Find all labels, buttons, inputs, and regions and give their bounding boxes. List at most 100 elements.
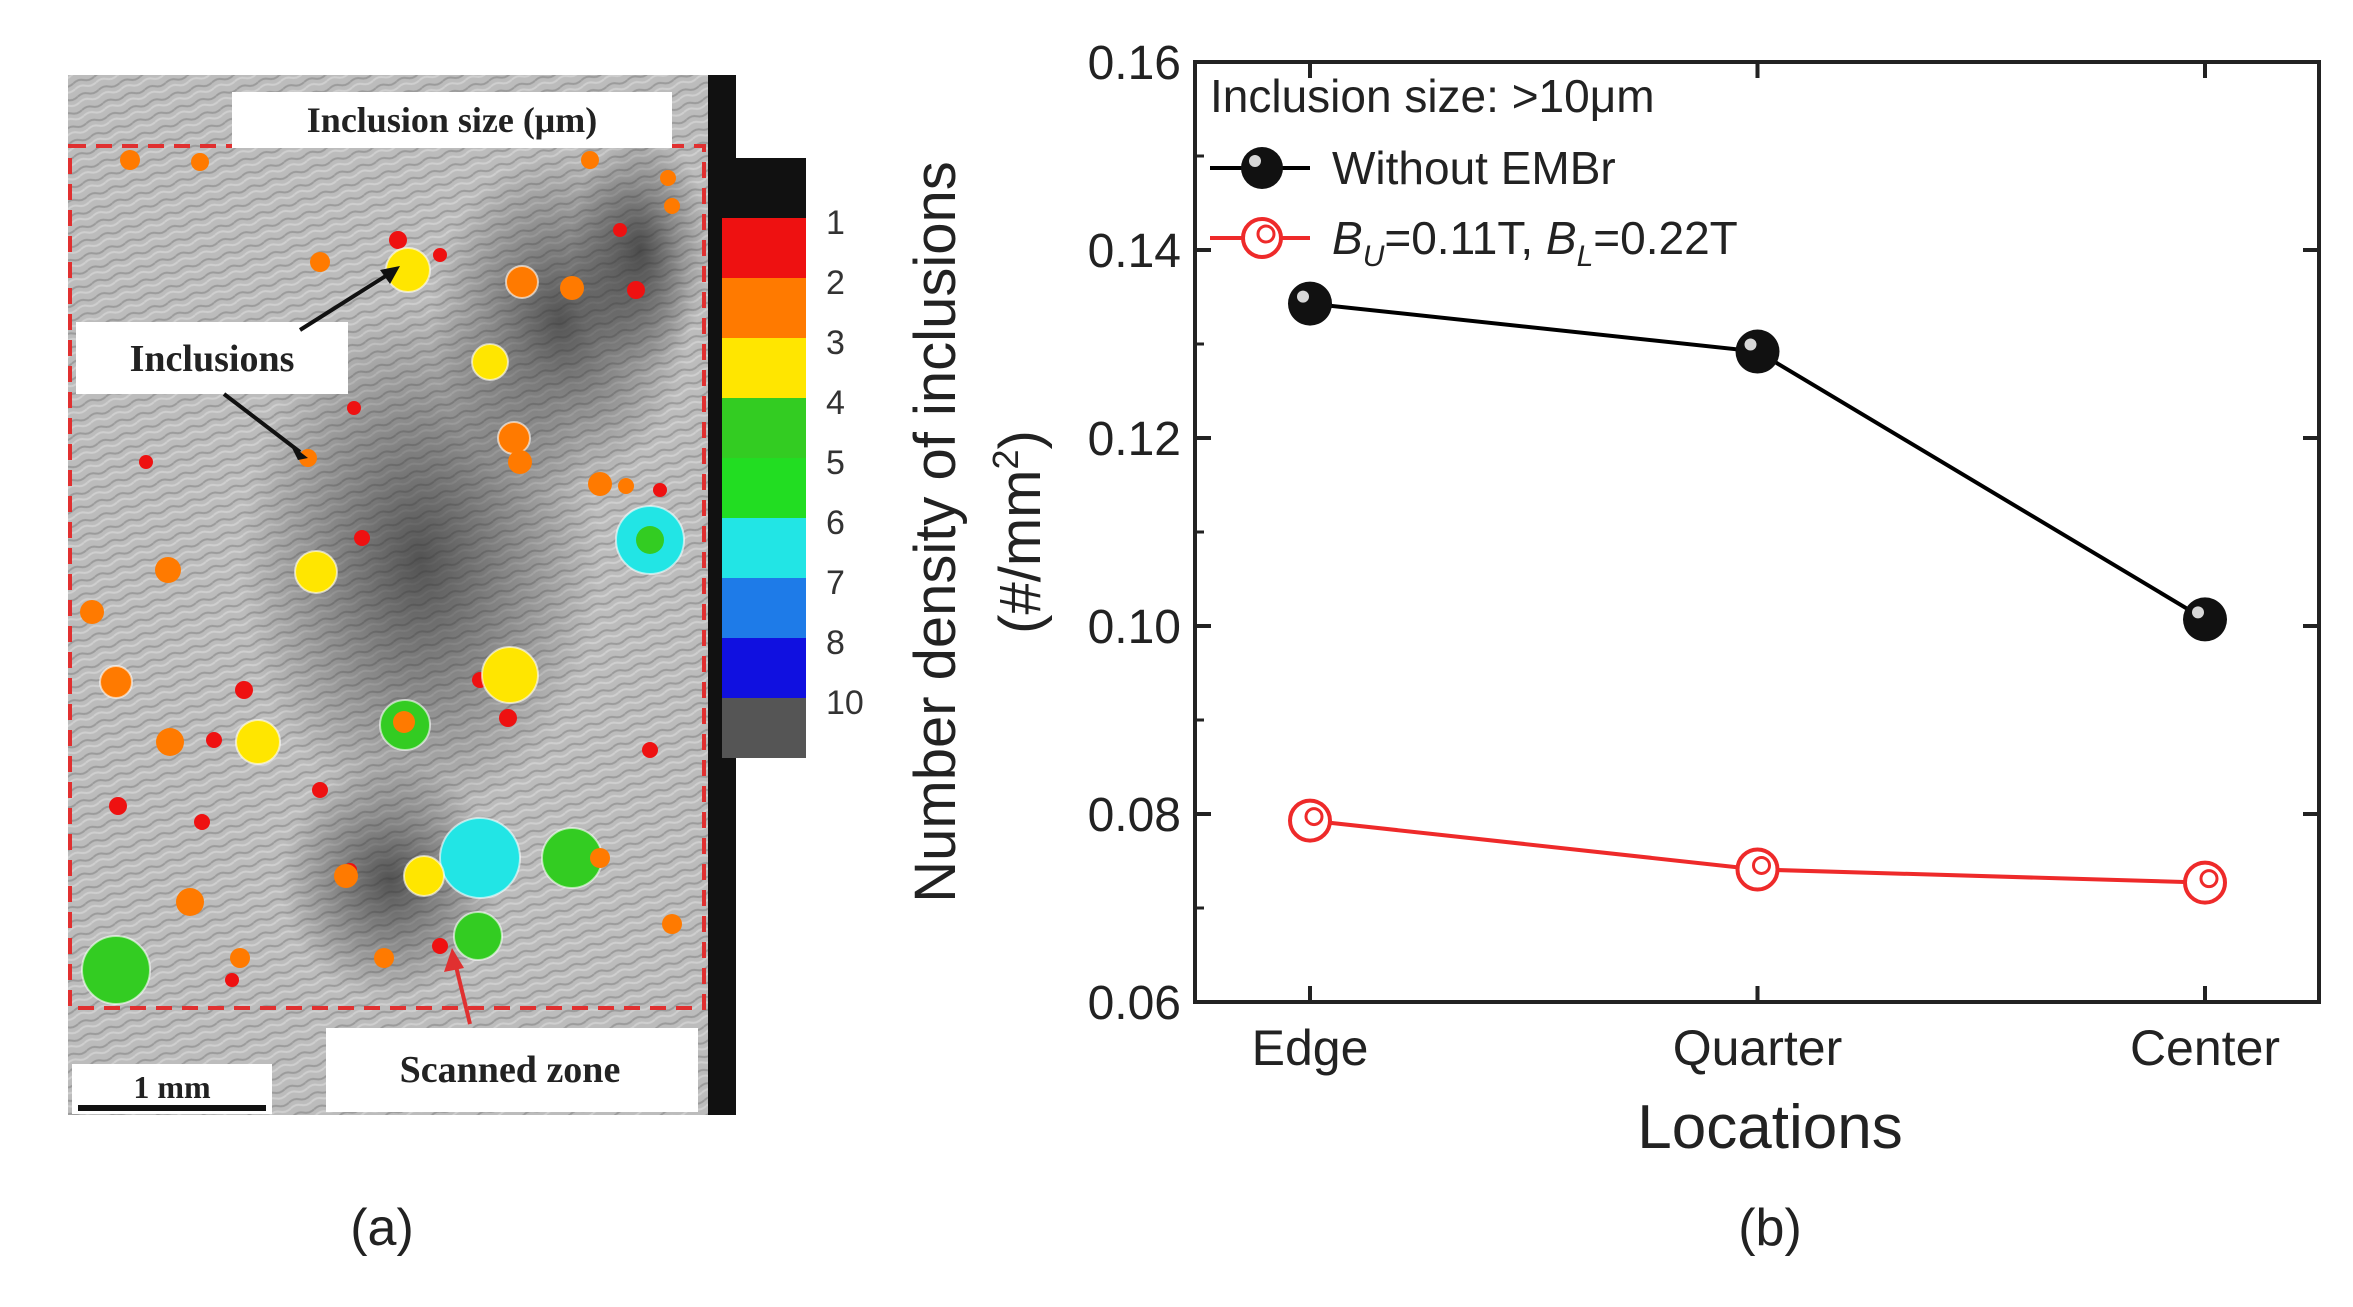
series-point (2183, 597, 2227, 642)
colorbar-tick-label: 2 (826, 264, 845, 302)
inclusion-dot (433, 248, 447, 262)
inclusion-dot (664, 198, 680, 214)
inclusion-dot (80, 600, 104, 624)
series-layer (1288, 281, 2227, 905)
inclusion-dot (481, 646, 539, 704)
inclusions-label: Inclusions (130, 338, 295, 380)
legend: Without EMBr BU=0.11T, BL=0.22T (1210, 142, 1738, 273)
inclusions-arrow-1 (298, 270, 394, 332)
inclusion-dot (439, 817, 521, 899)
series-line (1309, 818, 2206, 885)
y-axis-unit: (#/mm2) (985, 430, 1053, 634)
inclusion-markers (80, 150, 685, 1005)
inclusion-dot (636, 526, 664, 554)
series-point (1735, 847, 1780, 892)
x-axis-title: Locations (1637, 1093, 1902, 1162)
colorbar-tick-label: 1 (826, 204, 845, 242)
inclusion-dot (642, 742, 658, 758)
series-point-inner (1304, 807, 1324, 827)
y-tick-label: 0.06 (1088, 977, 1181, 1030)
legend-marker-without-embr (1241, 147, 1283, 189)
caption-b: (b) (1738, 1199, 1802, 1257)
colorbar-segment (722, 638, 806, 698)
inclusion-dot (618, 478, 634, 494)
inclusion-dot (155, 557, 181, 583)
inclusion-dot (176, 888, 204, 916)
inclusion-dot (194, 814, 210, 830)
x-tick-label: Center (2130, 1020, 2280, 1076)
series-point-inner (1752, 855, 1771, 875)
inclusion-dot (310, 252, 330, 272)
scanned-zone-label: Scanned zone (400, 1049, 621, 1091)
y-axis-title: Number density of inclusions (903, 161, 968, 902)
legend-label-embr: BU=0.11T, BL=0.22T (1332, 212, 1738, 273)
inclusion-dot (354, 530, 370, 546)
colorbar-segment (722, 458, 806, 518)
colorbar-segment (722, 578, 806, 638)
inclusion-dot (581, 151, 599, 169)
inclusions-arrow-2 (222, 392, 302, 454)
colorbar-title: Inclusion size (μm) (307, 100, 597, 140)
x-tick-label: Edge (1252, 1020, 1369, 1076)
inclusion-dot (235, 681, 253, 699)
inclusion-dot (312, 782, 328, 798)
x-axis: Edge Quarter Center (1252, 62, 2280, 1076)
micrograph-image (68, 75, 736, 1115)
colorbar-tick-label: 6 (826, 504, 845, 542)
colorbar-top-segment (722, 158, 806, 218)
inclusion-dot (374, 948, 394, 968)
panel-a-micrograph: 1 2 3 4 5 6 7 8 10 Inclusion size (μm) Inclusion… (68, 75, 864, 1257)
colorbar-tick-label: 8 (826, 624, 845, 662)
x-tick-label: Quarter (1673, 1020, 1843, 1076)
series-point-inner (2199, 869, 2219, 889)
inclusion-dot (471, 343, 509, 381)
series-point (2183, 860, 2227, 905)
inclusion-dot (99, 665, 133, 699)
legend-label-without-embr: Without EMBr (1332, 142, 1616, 194)
inclusion-dot (347, 401, 361, 415)
inclusion-dot (120, 150, 140, 170)
inclusion-dot (453, 911, 503, 961)
inclusion-dot (235, 719, 281, 765)
inclusion-dot (662, 914, 682, 934)
colorbar-tick-label: 5 (826, 444, 845, 482)
colorbar-segment (722, 278, 806, 338)
legend-marker-embr (1241, 217, 1283, 259)
colorbar-segment (722, 218, 806, 278)
inclusion-dot (508, 450, 532, 474)
inclusion-dot (588, 472, 612, 496)
series-point-highlight (2192, 606, 2204, 619)
colorbar-tick-label: 4 (826, 384, 845, 422)
inclusion-dot (393, 711, 415, 733)
inclusion-dot (109, 797, 127, 815)
y-tick-label: 0.10 (1088, 601, 1181, 654)
inclusion-dot (294, 550, 338, 594)
inclusion-dot (653, 483, 667, 497)
inclusion-dot (613, 223, 627, 237)
y-tick-label: 0.16 (1088, 37, 1181, 90)
inclusion-dot (230, 948, 250, 968)
inclusion-dot (590, 848, 610, 868)
colorbar-segment (722, 398, 806, 458)
inclusion-dot (225, 973, 239, 987)
inclusion-dot (505, 265, 539, 299)
colorbar-tick-label: 7 (826, 564, 845, 602)
series-point (1735, 329, 1780, 374)
inclusion-dot (206, 732, 222, 748)
series-point (1288, 281, 1332, 326)
caption-a: (a) (350, 1199, 414, 1257)
colorbar-segment (722, 698, 806, 758)
y-axis: 0.06 0.08 0.10 0.12 0.14 0.16 (1088, 37, 2319, 1030)
colorbar: 1 2 3 4 5 6 7 8 10 (722, 158, 864, 758)
colorbar-tick-label: 3 (826, 324, 845, 362)
colorbar-segment (722, 338, 806, 398)
series-point-highlight (1744, 338, 1757, 351)
colorbar-tick-label: 10 (826, 684, 864, 722)
colorbar-segment (722, 518, 806, 578)
inclusion-dot (191, 153, 209, 171)
inclusion-dot (139, 455, 153, 469)
inclusion-dot (627, 281, 645, 299)
inclusion-dot (432, 938, 448, 954)
plot-frame (1193, 60, 2321, 1004)
series-point (1288, 798, 1332, 843)
